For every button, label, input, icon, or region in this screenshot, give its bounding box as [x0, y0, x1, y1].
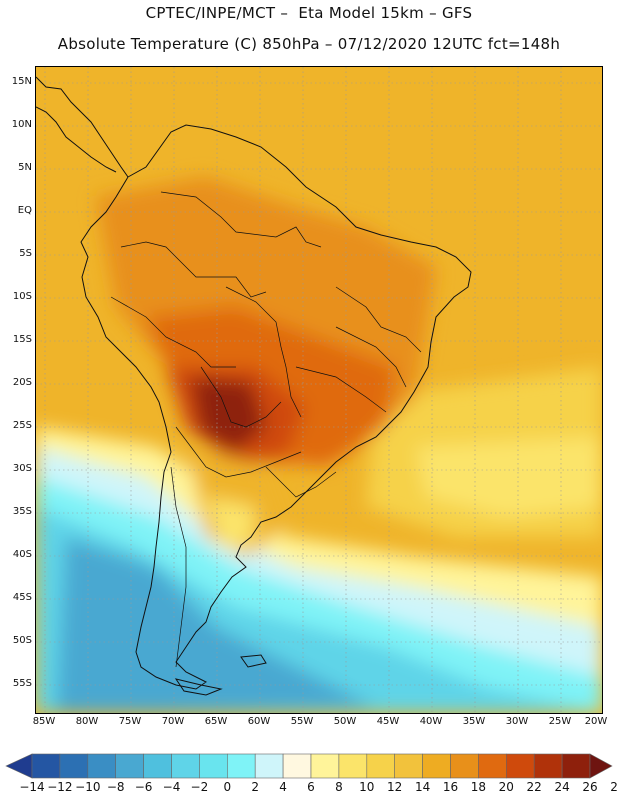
- colorbar-tick-label: −2: [190, 780, 209, 794]
- lon-label: 70W: [161, 716, 185, 727]
- colorbar-tick-label: −10: [75, 780, 101, 794]
- colorbar-swatch: [87, 753, 117, 779]
- lat-label: 20S: [12, 377, 32, 388]
- colorbar-swatch: [422, 753, 451, 779]
- lon-label: 50W: [333, 716, 357, 727]
- colorbar-swatch: [561, 753, 591, 779]
- lat-label: 30S: [12, 463, 32, 474]
- colorbar-swatch: [31, 753, 61, 779]
- temp-zone-south-deep: [56, 537, 376, 713]
- temp-zone-chaco-hotter: [191, 377, 266, 452]
- colorbar-tick-label: 26: [582, 780, 598, 794]
- lon-label: 25W: [548, 716, 572, 727]
- colorbar-tick-label: 12: [387, 780, 403, 794]
- lat-label: 15N: [11, 76, 32, 87]
- temperature-map: [35, 66, 603, 714]
- colorbar-swatch: [254, 753, 284, 779]
- lat-label: 15S: [12, 334, 32, 345]
- lat-label: 10S: [12, 291, 32, 302]
- lon-label: 80W: [75, 716, 99, 727]
- colorbar-tick-label: −4: [162, 780, 181, 794]
- lon-label: 65W: [204, 716, 228, 727]
- colorbar-swatch: [282, 753, 312, 779]
- coastlines: [36, 76, 472, 696]
- colorbar-swatches: [5, 753, 613, 779]
- colorbar-swatch: [338, 753, 368, 779]
- lon-label: 35W: [462, 716, 486, 727]
- falkland-islands: [240, 654, 267, 668]
- lat-label: 50S: [12, 635, 32, 646]
- colorbar-swatch: [505, 753, 535, 779]
- lat-label: 35S: [12, 506, 32, 517]
- colorbar-tick-label: 14: [414, 780, 431, 794]
- colorbar-min-arrow: [5, 753, 33, 779]
- colorbar-tick-label: −8: [106, 780, 125, 794]
- lat-label: 10N: [11, 119, 32, 130]
- temp-zone-argentina-yellow: [206, 497, 256, 547]
- lon-label: 20W: [584, 716, 608, 727]
- lat-label: 25S: [12, 420, 32, 431]
- tierra-del-fuego: [174, 678, 223, 696]
- colorbar-swatch: [227, 753, 256, 779]
- colorbar-tick-label: 0: [223, 780, 232, 794]
- lon-label: 75W: [118, 716, 142, 727]
- colorbar-tick-label: 28: [610, 780, 618, 794]
- colorbar: [5, 753, 613, 779]
- colorbar-swatch: [450, 753, 479, 779]
- lat-label: 55S: [12, 678, 32, 689]
- lat-label: 45S: [12, 592, 32, 603]
- colorbar-tick-label: 22: [526, 780, 542, 794]
- lat-label: EQ: [17, 205, 32, 216]
- colorbar-swatch: [394, 753, 423, 779]
- lat-label: 5N: [18, 162, 32, 173]
- chart-title-line2: Absolute Temperature (C) 850hPa – 07/12/…: [57, 35, 561, 53]
- temperature-field: [36, 67, 602, 713]
- central-america-coast: [36, 76, 129, 178]
- colorbar-tick-label: 20: [498, 780, 514, 794]
- colorbar-tick-label: 18: [470, 780, 487, 794]
- colorbar-tick-label: 4: [279, 780, 287, 794]
- colorbar-tick-label: −14: [19, 780, 45, 794]
- colorbar-swatch: [143, 753, 172, 779]
- colorbar-swatch: [171, 753, 200, 779]
- lat-label: 40S: [12, 549, 32, 560]
- colorbar-tick-label: 16: [442, 780, 459, 794]
- lon-label: 40W: [419, 716, 443, 727]
- colorbar-max-arrow: [589, 753, 613, 779]
- lat-label: 5S: [19, 248, 32, 259]
- lon-label: 30W: [505, 716, 529, 727]
- lon-label: 45W: [376, 716, 400, 727]
- colorbar-tick-label: −12: [47, 780, 73, 794]
- colorbar-tick-label: 2: [251, 780, 260, 794]
- colorbar-swatch: [366, 753, 395, 779]
- colorbar-tick-label: 10: [359, 780, 375, 794]
- colorbar-swatch: [115, 753, 144, 779]
- lon-label: 60W: [247, 716, 271, 727]
- colorbar-swatch: [310, 753, 340, 779]
- country-borders: [110, 191, 422, 668]
- colorbar-tick-label: −6: [134, 780, 153, 794]
- colorbar-swatch: [59, 753, 89, 779]
- chart-title-line1: CPTEC/INPE/MCT – Eta Model 15km – GFS: [145, 4, 473, 22]
- colorbar-swatch: [199, 753, 228, 779]
- colorbar-tick-label: 6: [307, 780, 315, 794]
- temp-zone-argentina-tongue: [186, 447, 286, 557]
- lon-label: 55W: [290, 716, 314, 727]
- temp-zone-atlantic-light: [416, 437, 602, 517]
- lon-label: 85W: [32, 716, 56, 727]
- colorbar-tick-label: 24: [554, 780, 570, 794]
- colorbar-tick-label: 8: [335, 780, 343, 794]
- colorbar-swatch: [478, 753, 507, 779]
- south-america-coast: [80, 124, 472, 690]
- colorbar-swatch: [533, 753, 563, 779]
